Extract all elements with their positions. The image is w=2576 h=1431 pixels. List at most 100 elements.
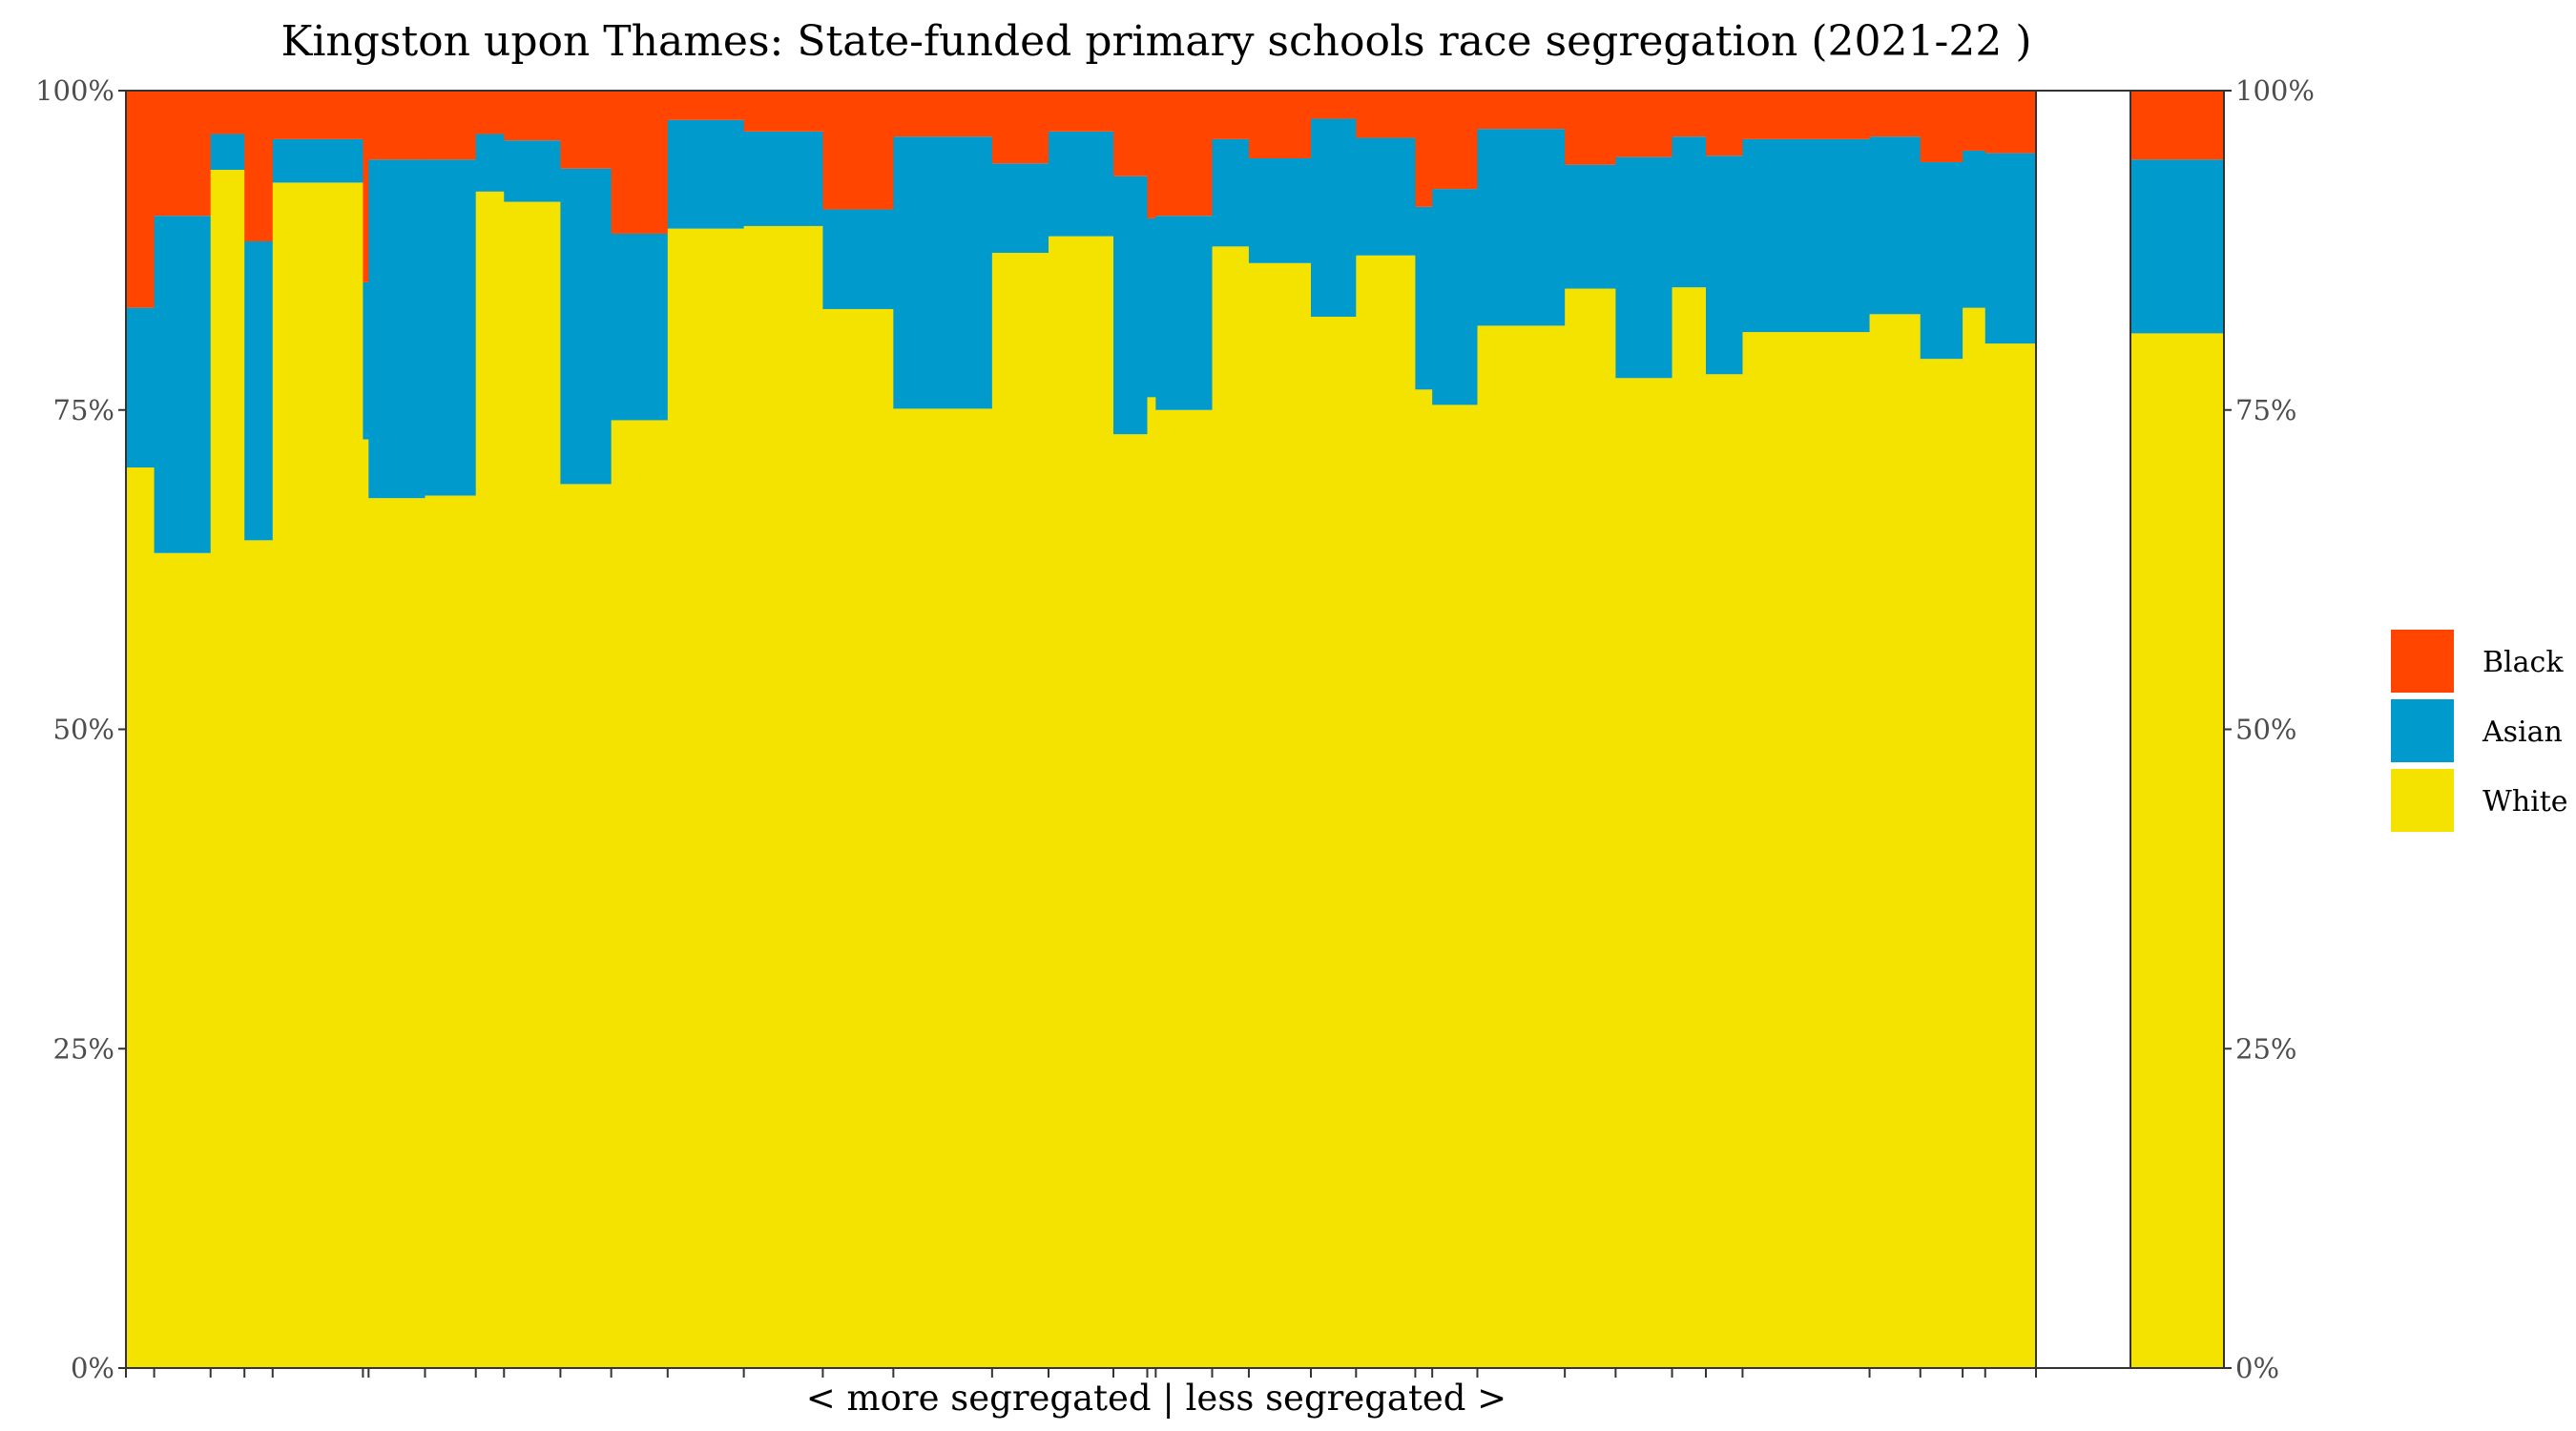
bar-segment-asian-school-34 xyxy=(1869,136,1922,315)
legend-label-asian: Asian xyxy=(2482,716,2563,749)
main-panel-bars xyxy=(126,91,2037,1369)
bar-segment-black-school-13 xyxy=(667,91,745,120)
bar-segment-white-school-26 xyxy=(1415,389,1433,1369)
bar-segment-white-school-12 xyxy=(611,420,669,1369)
bar-segment-white-school-13 xyxy=(667,228,745,1369)
bar-segment-white-school-19 xyxy=(1113,434,1149,1368)
bar-segment-white-school-32 xyxy=(1706,374,1744,1368)
overall-panel-bar xyxy=(2130,91,2224,1368)
bar-segment-asian-school-32 xyxy=(1706,156,1744,375)
bar-segment-white-school-22 xyxy=(1212,246,1250,1368)
bar-segment-black-school-21 xyxy=(1155,91,1214,217)
bar-segment-black-school-33 xyxy=(1742,91,1871,139)
bar-segment-asian-school-12 xyxy=(611,233,669,421)
bar-segment-black-school-16 xyxy=(893,91,993,137)
bar-segment-black-school-7 xyxy=(368,91,426,160)
bar-segment-black-school-10 xyxy=(504,91,561,141)
bar-segment-white-school-29 xyxy=(1565,288,1616,1368)
bar-segment-asian-school-35 xyxy=(1920,161,1963,360)
bar-segment-black-school-14 xyxy=(743,91,824,132)
bar-segment-black-school-3 xyxy=(210,91,245,135)
bar-segment-black-school-18 xyxy=(1048,91,1114,132)
legend: Black Asian White xyxy=(2391,630,2568,832)
bar-segment-white-school-11 xyxy=(560,484,613,1368)
bar-segment-black-school-25 xyxy=(1356,91,1417,138)
bar-segment-black-school-24 xyxy=(1311,91,1357,119)
y-tick-label-right: 0% xyxy=(2235,1352,2279,1384)
bar-segment-asian-school-7 xyxy=(368,159,426,499)
bar-segment-white-school-17 xyxy=(991,253,1049,1368)
bar-segment-asian-school-29 xyxy=(1565,164,1616,289)
bar-segment-black-school-27 xyxy=(1432,91,1479,190)
legend-swatch-asian xyxy=(2391,699,2454,762)
x-axis-label: < more segregated | less segregated > xyxy=(806,1378,1506,1419)
bar-segment-white-school-15 xyxy=(822,308,894,1369)
bar-segment-black-school-29 xyxy=(1565,91,1616,165)
blank-panel-frame xyxy=(2035,90,2131,1369)
bar-segment-black-school-37 xyxy=(1984,91,2037,154)
bar-segment-black-school-34 xyxy=(1869,91,1922,137)
bar-segment-asian-school-6 xyxy=(363,281,369,440)
bar-segment-asian-school-13 xyxy=(667,119,745,229)
y-tick-label-left: 100% xyxy=(35,74,114,107)
bar-segment-black-school-30 xyxy=(1615,91,1673,157)
overall-segment-black xyxy=(2130,91,2224,160)
bar-segment-black-school-6 xyxy=(363,91,369,282)
bar-segment-asian-school-25 xyxy=(1356,137,1417,256)
bar-segment-white-school-20 xyxy=(1147,397,1156,1368)
y-tick-label-right: 100% xyxy=(2235,74,2315,107)
bar-segment-white-school-30 xyxy=(1615,378,1673,1368)
bar-segment-asian-school-9 xyxy=(475,134,505,192)
legend-label-black: Black xyxy=(2483,646,2564,679)
bar-segment-white-school-33 xyxy=(1742,332,1871,1368)
bar-segment-asian-school-30 xyxy=(1615,156,1673,379)
bar-segment-asian-school-3 xyxy=(210,134,245,171)
bar-segment-asian-school-19 xyxy=(1113,176,1149,435)
bar-segment-white-school-5 xyxy=(272,182,364,1368)
bar-segment-black-school-23 xyxy=(1248,91,1312,158)
bar-segment-white-school-9 xyxy=(475,191,505,1368)
bar-segment-white-school-25 xyxy=(1356,255,1417,1369)
bar-segment-asian-school-11 xyxy=(560,168,613,485)
bar-segment-black-school-19 xyxy=(1113,91,1149,176)
bar-segment-asian-school-28 xyxy=(1477,129,1566,326)
bar-segment-asian-school-5 xyxy=(272,138,364,183)
bar-segment-white-school-36 xyxy=(1963,307,1986,1368)
bar-segment-black-school-17 xyxy=(991,91,1049,164)
bar-segment-asian-school-20 xyxy=(1147,218,1156,398)
bar-segment-white-school-1 xyxy=(126,467,156,1368)
bar-segment-black-school-22 xyxy=(1212,91,1250,139)
bar-segment-asian-school-21 xyxy=(1155,216,1214,410)
bar-segment-black-school-8 xyxy=(425,91,477,160)
bar-segment-white-school-7 xyxy=(368,498,426,1368)
bar-segment-asian-school-37 xyxy=(1984,153,2037,344)
bar-segment-white-school-14 xyxy=(743,225,824,1369)
y-tick-label-left: 50% xyxy=(53,714,114,746)
bar-segment-asian-school-27 xyxy=(1432,189,1479,405)
bar-segment-white-school-16 xyxy=(893,408,993,1368)
legend-label-white: White xyxy=(2483,785,2568,819)
bar-segment-black-school-32 xyxy=(1706,91,1744,156)
bar-segment-asian-school-1 xyxy=(126,307,156,468)
overall-segment-white xyxy=(2130,333,2224,1368)
bar-segment-black-school-15 xyxy=(822,91,894,210)
bar-segment-asian-school-16 xyxy=(893,136,993,409)
bar-segment-white-school-3 xyxy=(210,170,245,1368)
bar-segment-white-school-24 xyxy=(1311,317,1357,1368)
bar-segment-asian-school-24 xyxy=(1311,118,1357,318)
bar-segment-asian-school-22 xyxy=(1212,138,1250,247)
y-tick-label-right: 25% xyxy=(2235,1032,2296,1065)
legend-swatch-white xyxy=(2391,769,2454,832)
bar-segment-asian-school-23 xyxy=(1248,157,1312,263)
bar-segment-black-school-1 xyxy=(126,91,156,308)
x-axis-ticks xyxy=(125,1368,2037,1378)
y-tick-label-left: 75% xyxy=(53,394,114,426)
bar-segment-asian-school-17 xyxy=(991,163,1049,254)
bar-segment-black-school-35 xyxy=(1920,91,1963,162)
overall-segment-asian xyxy=(2130,159,2224,334)
chart-title: Kingston upon Thames: State-funded prima… xyxy=(280,17,2031,66)
y-tick-label-right: 75% xyxy=(2235,394,2296,426)
bar-segment-white-school-21 xyxy=(1155,409,1214,1368)
y-tick-label-left: 0% xyxy=(71,1352,114,1384)
bar-segment-white-school-37 xyxy=(1984,343,2037,1368)
